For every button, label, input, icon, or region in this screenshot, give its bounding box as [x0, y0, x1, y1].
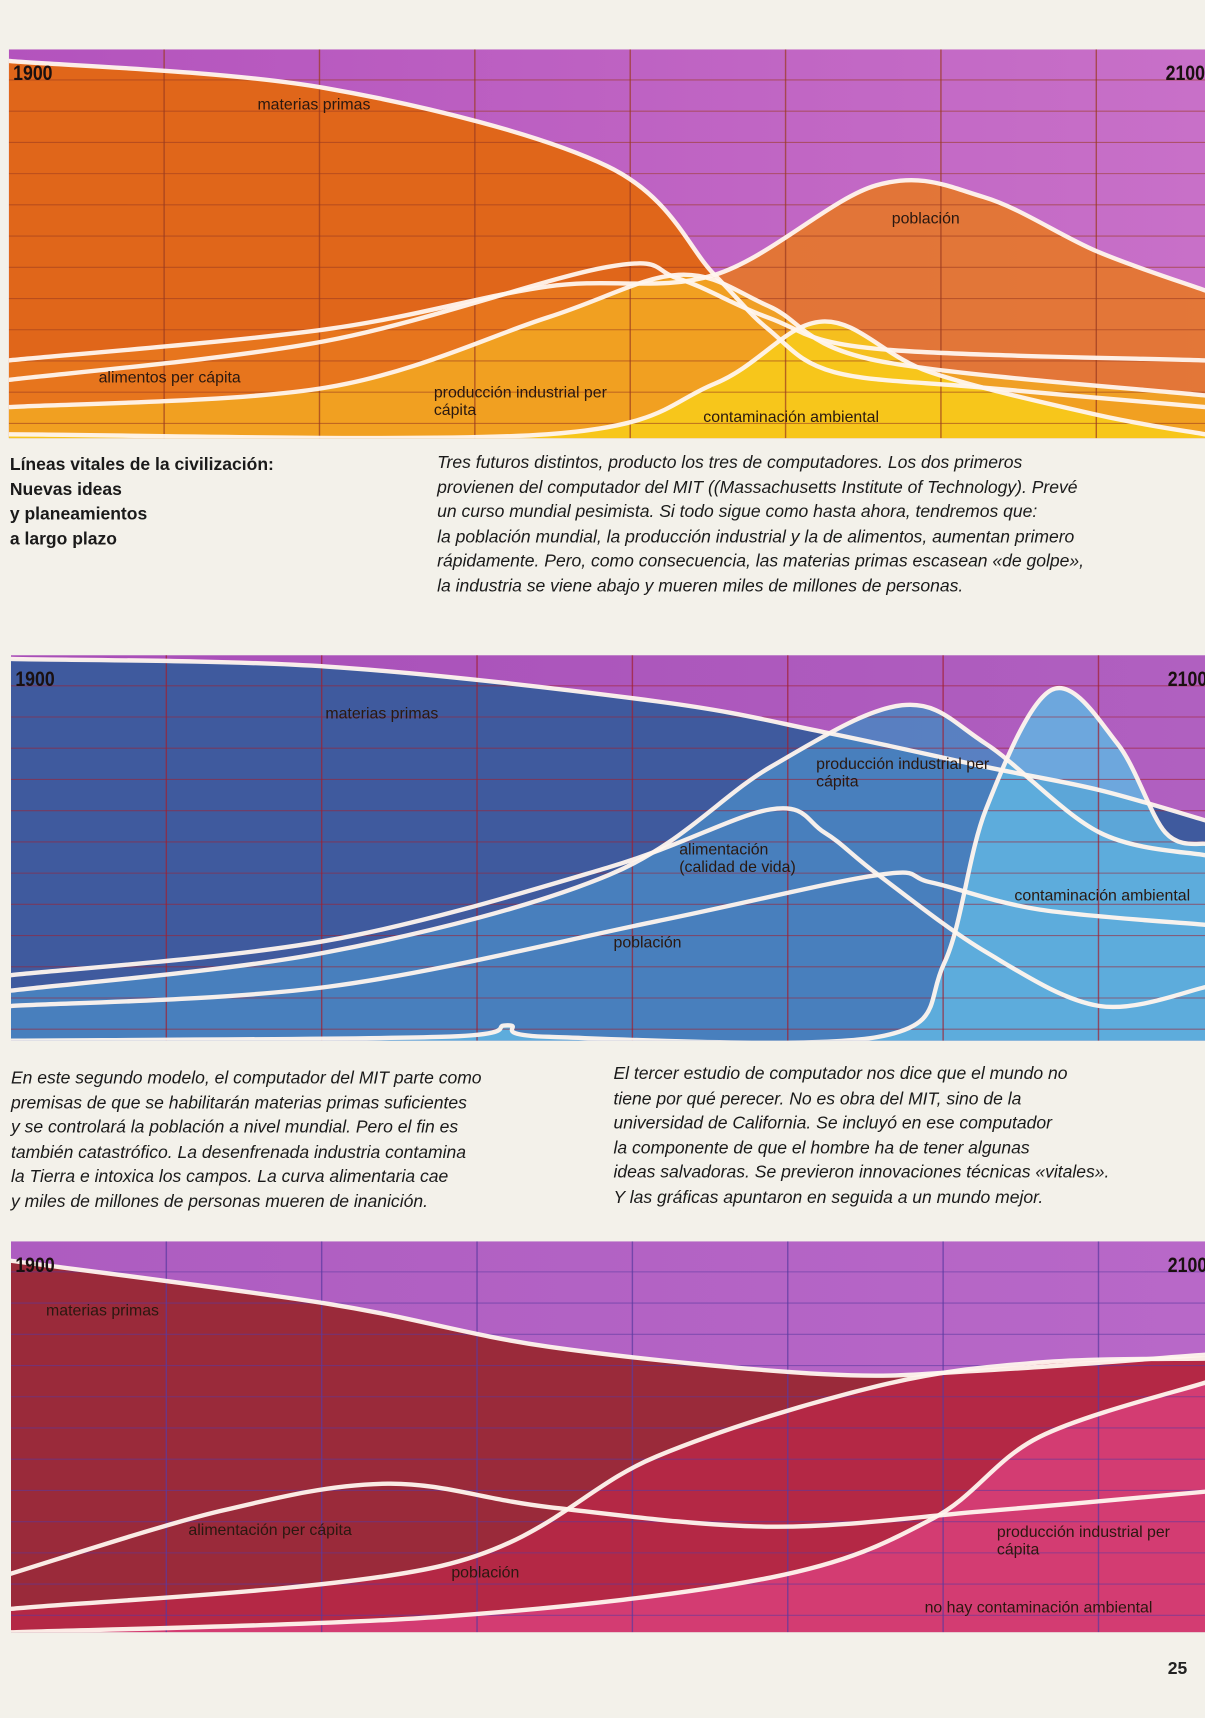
text-line: también catastrófico. La desenfrenada in… [10, 1143, 466, 1163]
series-label: producción industrial per cápita [816, 755, 990, 791]
end-year-label: 2100 [1165, 62, 1205, 86]
text-line: y se controlará la población a nivel mun… [10, 1118, 459, 1138]
text-line: rápidamente. Pero, como consecuencia, la… [437, 552, 1085, 572]
title-line: a largo plazo [9, 529, 117, 549]
title-line: Nuevas ideas [9, 480, 122, 500]
series-line-2 [10, 1356, 1205, 1612]
series-line-2 [10, 806, 1205, 1010]
third-model-paragraph: El tercer estudio de computador nos dice… [613, 1063, 1109, 1212]
chart-2-svg [10, 655, 1205, 1041]
text-line: la industria se viene abajo y mueren mil… [437, 577, 964, 596]
title-line: y planeamientos [9, 505, 148, 524]
series-label: materias primas [46, 1302, 160, 1321]
series-label: materias primas [325, 705, 439, 724]
series-area-4 [8, 321, 1205, 439]
intro-paragraph: Tres futuros distintos, producto los tre… [437, 451, 1084, 600]
text-line: Y las gráficas apuntaron en seguida a un… [613, 1188, 1044, 1208]
start-year-label: 1900 [15, 1254, 55, 1278]
series-label: alimentación (calidad de vida) [679, 841, 796, 877]
second-model-paragraph: En este segundo modelo, el computador de… [11, 1067, 482, 1216]
series-label: alimentación per cápita [188, 1521, 352, 1540]
series-label: no hay contaminación ambiental [924, 1599, 1153, 1617]
series-line-1 [10, 702, 1205, 993]
text-line: Tres futuros distintos, producto los tre… [437, 453, 1023, 473]
series-label: producción industrial per cápita [996, 1523, 1170, 1559]
series-line-1 [8, 177, 1205, 363]
text-line: provienen del computador del MIT ((Massa… [437, 478, 1078, 497]
chart-1-pessimistic-model: 1900 2100 materias primas población alim… [8, 49, 1205, 439]
series-line-0 [10, 656, 1205, 823]
text-line: la Tierra e intoxica los campos. La curv… [10, 1168, 449, 1187]
text-line: y miles de millones de personas mueren d… [10, 1192, 428, 1212]
series-area-4 [10, 688, 1205, 1041]
series-label: población [451, 1564, 520, 1582]
series-label: alimentos per cápita [98, 369, 241, 387]
text-line: la población mundial, la producción indu… [437, 527, 1075, 547]
series-line-4 [10, 685, 1205, 1041]
series-label: población [891, 210, 960, 228]
series-line-3 [10, 870, 1205, 1009]
series-line-0 [10, 1258, 1205, 1378]
text-line: la componente de que el hombre ha de ten… [613, 1139, 1030, 1158]
series-line-2 [8, 261, 1205, 383]
series-area-3 [10, 1382, 1205, 1633]
text-line: premisas de que se habilitarán materias … [10, 1093, 467, 1113]
text-line: tiene por qué perecer. No es obra del MI… [613, 1089, 1022, 1109]
end-year-label: 2100 [1167, 1254, 1205, 1278]
series-label: materias primas [257, 96, 371, 114]
text-line: universidad de California. Se incluyó en… [613, 1114, 1052, 1133]
series-label: contaminación ambiental [1014, 887, 1191, 905]
series-label: producción industrial per cápita [433, 384, 607, 420]
text-line: ideas salvadoras. Se previeron innovacio… [613, 1163, 1110, 1183]
start-year-label: 1900 [13, 62, 53, 86]
start-year-label: 1900 [15, 668, 55, 692]
text-line: En este segundo modelo, el computador de… [10, 1069, 482, 1088]
series-line-3 [10, 1380, 1205, 1633]
chart-3-california-model: 1900 2100 materias primas alimentación p… [10, 1241, 1205, 1633]
series-label: contaminación ambiental [703, 408, 880, 427]
chart-1-svg [8, 49, 1205, 439]
text-line: un curso mundial pesimista. Si todo sigu… [437, 503, 1038, 522]
text-line: El tercer estudio de computador nos dice… [613, 1064, 1068, 1084]
series-label: población [613, 934, 682, 952]
end-year-label: 2100 [1167, 668, 1205, 692]
chart-3-svg [10, 1241, 1205, 1633]
chart-2-second-model: 1900 2100 materias primas producción ind… [10, 655, 1205, 1041]
article-title: Líneas vitales de la civilización: Nueva… [10, 454, 274, 553]
series-line-1 [10, 1481, 1205, 1576]
series-line-4 [8, 319, 1205, 439]
title-line: Líneas vitales de la civilización: [9, 455, 274, 475]
page-number: 25 [1167, 1659, 1188, 1679]
